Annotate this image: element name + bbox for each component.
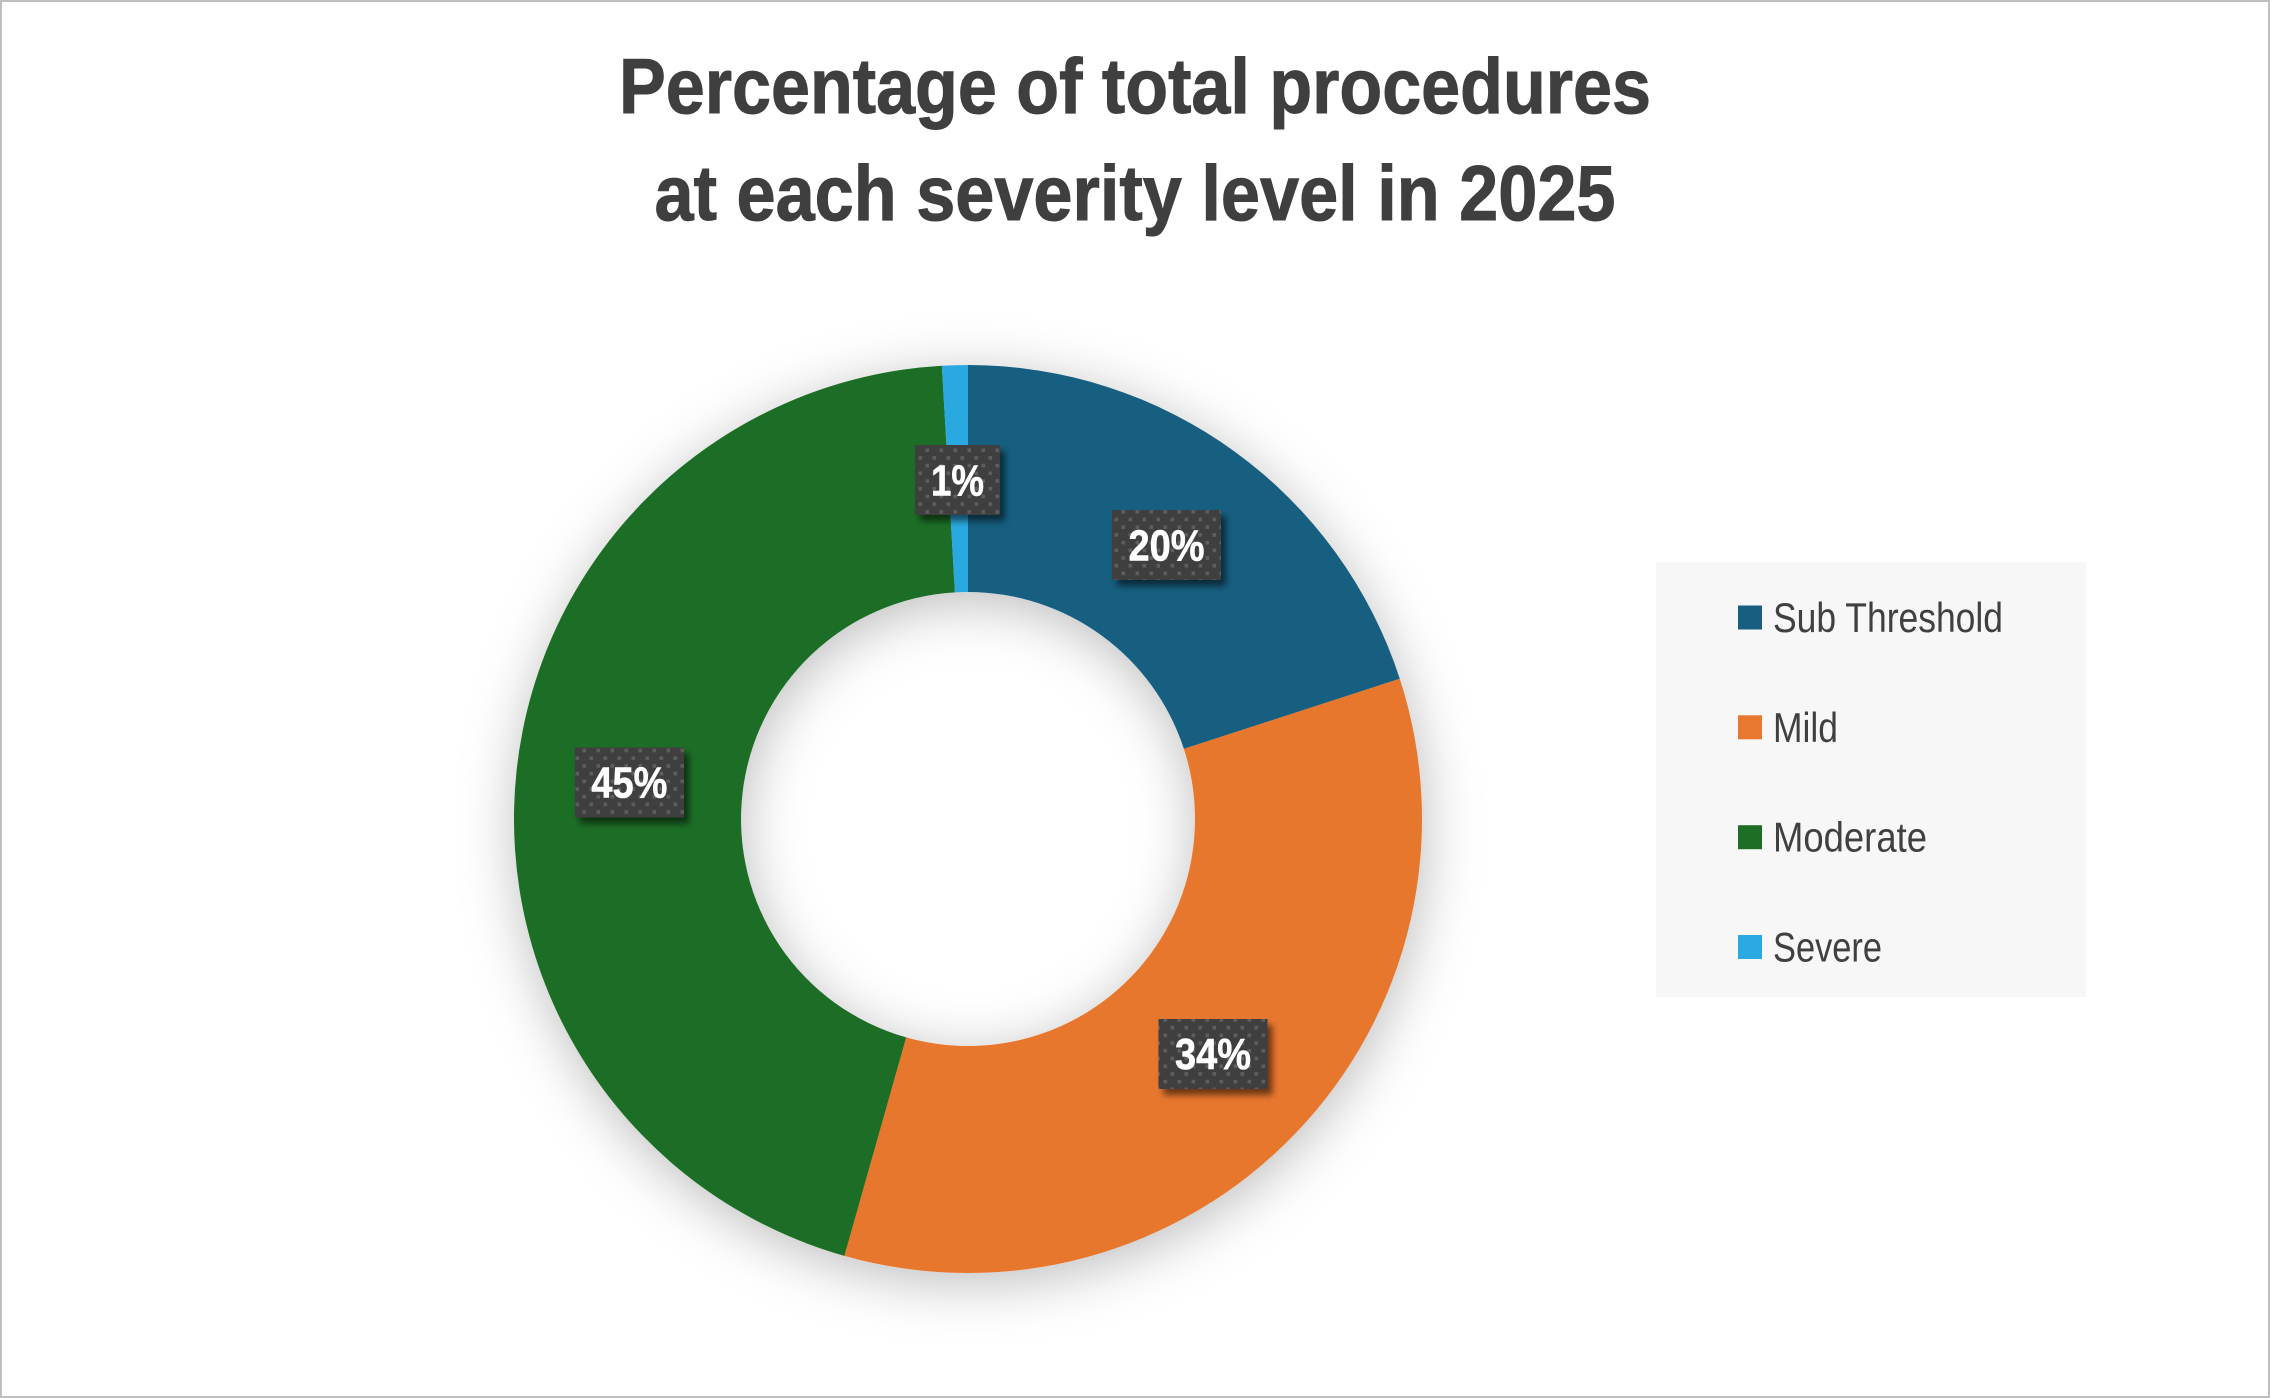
svg-text:at each severity level in 2025: at each severity level in 2025 (655, 149, 1616, 237)
svg-text:Mild: Mild (1773, 704, 1838, 751)
svg-text:1%: 1% (931, 456, 984, 505)
svg-text:34%: 34% (1175, 1030, 1251, 1079)
svg-text:Sub Threshold: Sub Threshold (1773, 594, 2003, 641)
svg-text:Percentage of total procedures: Percentage of total procedures (619, 42, 1651, 130)
svg-text:Severe: Severe (1773, 924, 1882, 971)
svg-text:45%: 45% (591, 759, 667, 808)
svg-text:Moderate: Moderate (1773, 814, 1927, 861)
svg-text:20%: 20% (1129, 521, 1205, 570)
